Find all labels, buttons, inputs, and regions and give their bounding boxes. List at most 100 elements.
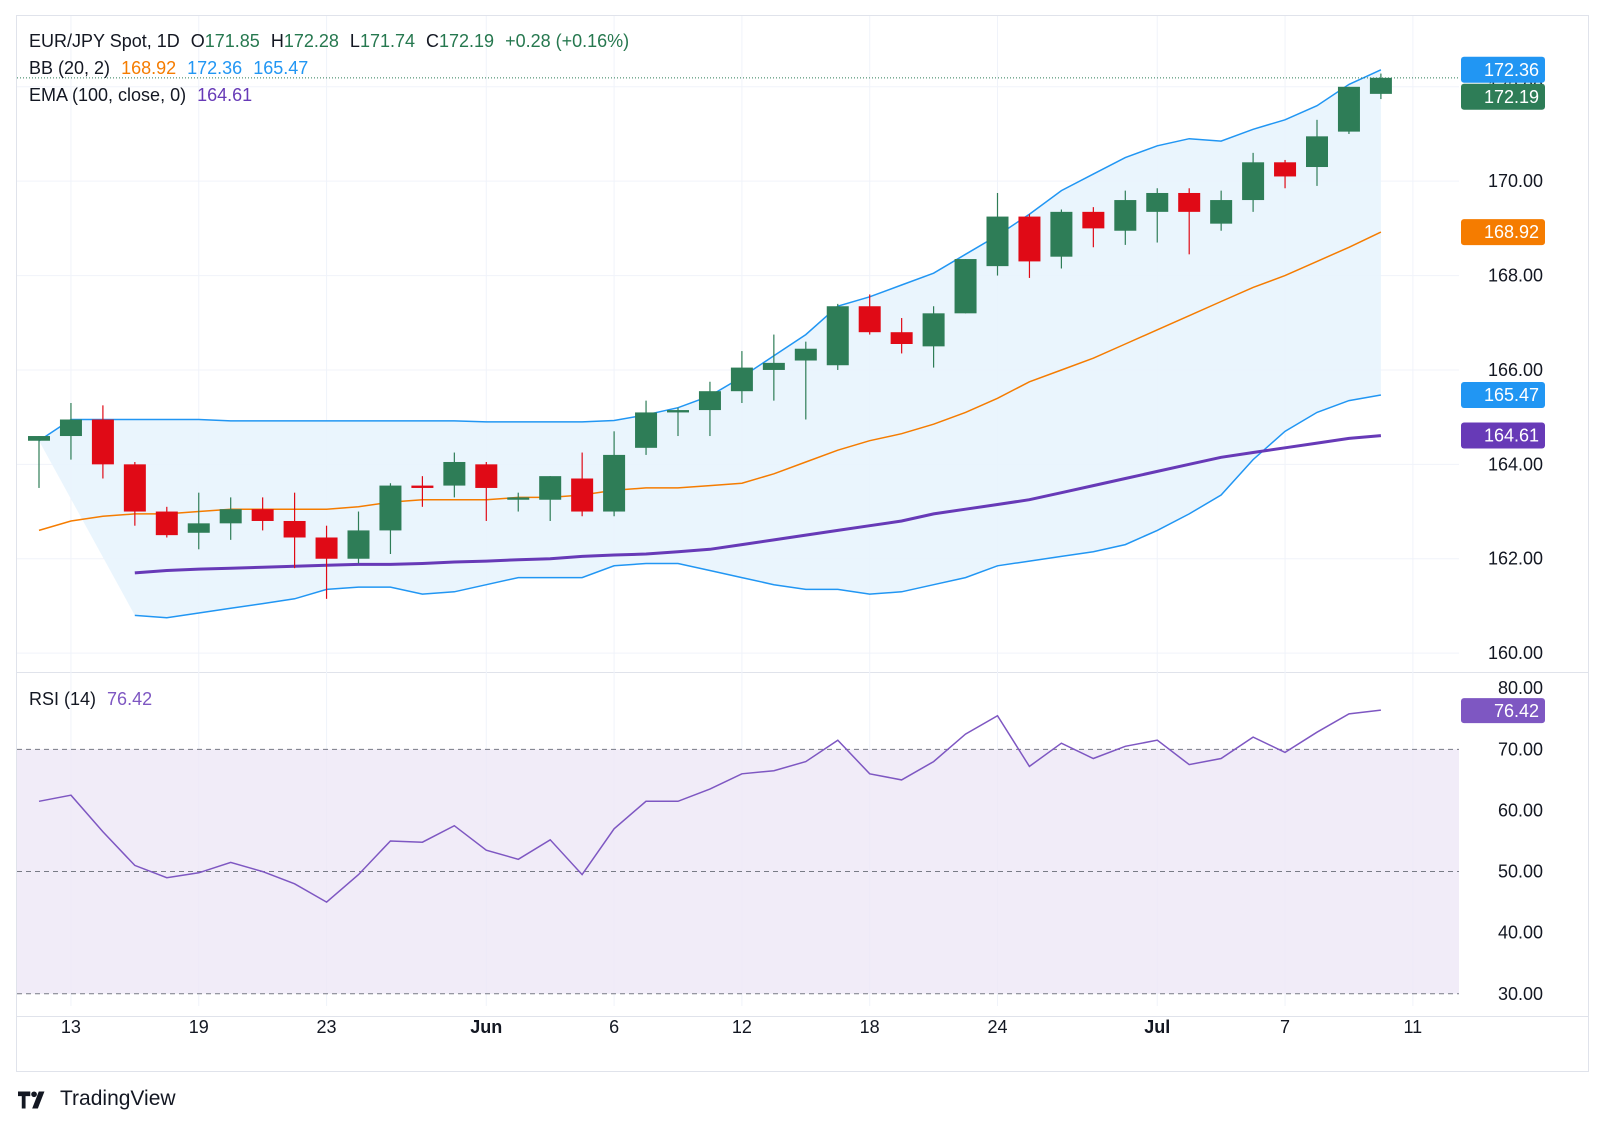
time-axis-label: 23 bbox=[317, 1017, 337, 1037]
price-tick-label: 166.00 bbox=[1488, 360, 1543, 380]
candle-body bbox=[1274, 162, 1297, 177]
candle-body bbox=[826, 306, 849, 366]
time-axis-label: 24 bbox=[987, 1017, 1007, 1037]
ohlc-high: H172.28 bbox=[271, 31, 339, 51]
candle-body bbox=[475, 464, 498, 488]
price-tick-label: 170.00 bbox=[1488, 171, 1543, 191]
price-badge-label: 168.92 bbox=[1484, 222, 1539, 242]
time-axis-label: 19 bbox=[189, 1017, 209, 1037]
price-badge bbox=[1461, 381, 1545, 408]
low-label: L bbox=[349, 31, 360, 51]
rsi-tick-label: 80.00 bbox=[1498, 678, 1543, 698]
brand-name: TradingView bbox=[60, 1087, 176, 1110]
candle-body bbox=[730, 367, 753, 392]
price-tick-label: 168.00 bbox=[1488, 266, 1543, 286]
candle-body bbox=[123, 464, 146, 512]
rsi-tick-label: 30.00 bbox=[1498, 984, 1543, 1004]
rsi-tick-label: 60.00 bbox=[1498, 800, 1543, 820]
ohlc-close: C172.19 bbox=[426, 31, 494, 51]
candle-body bbox=[347, 530, 370, 559]
pane-separator bbox=[17, 672, 1588, 673]
bb-label: BB (20, 2) bbox=[29, 58, 111, 78]
ohlc-low: L171.74 bbox=[350, 31, 415, 51]
candle-body bbox=[379, 485, 402, 531]
chart-frame: 172.00170.00168.00166.00164.00162.00160.… bbox=[16, 15, 1589, 1072]
candle-body bbox=[986, 216, 1009, 267]
tradingview-logo-icon bbox=[18, 1091, 45, 1109]
high-label: H bbox=[270, 31, 284, 51]
ema-value: 164.61 bbox=[197, 85, 253, 105]
time-axis-label: Jun bbox=[470, 1017, 502, 1037]
ema-line bbox=[134, 434, 1382, 575]
rsi-label: RSI (14) bbox=[29, 689, 97, 709]
price-badge bbox=[1461, 83, 1545, 110]
candle-body bbox=[1337, 86, 1360, 132]
rsi-badge-label: 76.42 bbox=[1494, 701, 1539, 721]
rsi-tick-label: 70.00 bbox=[1498, 739, 1543, 759]
bb-lower-value: 165.47 bbox=[253, 58, 309, 78]
candle-body bbox=[954, 259, 977, 314]
price-tick-label: 164.00 bbox=[1488, 454, 1543, 474]
candle-body bbox=[1369, 77, 1392, 94]
tradingview-brand[interactable]: TradingView bbox=[18, 1087, 176, 1111]
candle-body bbox=[858, 306, 881, 333]
rsi-tick-label: 50.00 bbox=[1498, 862, 1543, 882]
bb-fill-area bbox=[39, 69, 1381, 618]
price-badge-label: 172.19 bbox=[1484, 87, 1539, 107]
price-badge-label: 165.47 bbox=[1484, 385, 1539, 405]
candle-body bbox=[443, 461, 466, 486]
candle-body bbox=[922, 313, 945, 347]
candle-body bbox=[59, 419, 82, 437]
rsi-tick-label: 40.00 bbox=[1498, 923, 1543, 943]
candle-body bbox=[1050, 211, 1073, 257]
price-tick-label: 160.00 bbox=[1488, 643, 1543, 663]
legend-ema-row: EMA (100, close, 0) 164.61 bbox=[29, 85, 258, 106]
candle-body bbox=[91, 419, 114, 465]
chart-svg[interactable]: 172.00170.00168.00166.00164.00162.00160.… bbox=[17, 16, 1588, 1071]
rsi-value: 76.42 bbox=[107, 689, 153, 709]
candle-body bbox=[1082, 211, 1105, 229]
candle-body bbox=[667, 410, 689, 413]
candle-body bbox=[315, 537, 338, 559]
legend-bb-row: BB (20, 2) 168.92 172.36 165.47 bbox=[29, 58, 314, 79]
candle-body bbox=[698, 391, 721, 411]
price-badge bbox=[1461, 219, 1545, 246]
low-value: 171.74 bbox=[359, 31, 415, 51]
time-axis-label: 18 bbox=[860, 1017, 880, 1037]
candle-body bbox=[794, 348, 817, 361]
candle-body bbox=[251, 509, 274, 521]
legend-symbol-row: EUR/JPY Spot, 1D O171.85 H172.28 L171.74… bbox=[29, 31, 635, 52]
candle-body bbox=[635, 412, 658, 448]
candle-body bbox=[219, 509, 242, 524]
candle-body bbox=[1018, 216, 1041, 262]
candle-body bbox=[1210, 200, 1233, 224]
time-axis-label: 7 bbox=[1280, 1017, 1290, 1037]
candle-body bbox=[1146, 192, 1169, 212]
time-axis-label: 6 bbox=[609, 1017, 619, 1037]
close-label: C bbox=[426, 31, 440, 51]
price-badge-label: 164.61 bbox=[1484, 426, 1539, 446]
candle-body bbox=[539, 476, 562, 500]
time-axis-separator bbox=[17, 1016, 1588, 1017]
candle-body bbox=[28, 436, 50, 441]
symbol-label: EUR/JPY Spot, 1D bbox=[29, 31, 180, 51]
open-label: O bbox=[190, 31, 205, 51]
rsi-line bbox=[38, 709, 1381, 904]
change-value: +0.28 (+0.16%) bbox=[505, 31, 630, 51]
candle-body bbox=[1242, 162, 1265, 201]
price-badge bbox=[1461, 56, 1545, 83]
time-axis-label: Jul bbox=[1144, 1017, 1170, 1037]
candle-body bbox=[411, 485, 434, 488]
ema-label: EMA (100, close, 0) bbox=[29, 85, 187, 105]
open-value: 171.85 bbox=[204, 31, 260, 51]
candle-body bbox=[1306, 136, 1328, 168]
price-tick-label: 162.00 bbox=[1488, 549, 1543, 569]
close-value: 172.19 bbox=[439, 31, 495, 51]
time-axis-label: 12 bbox=[732, 1017, 752, 1037]
price-badge-label: 172.36 bbox=[1484, 60, 1539, 80]
candle-body bbox=[890, 332, 913, 344]
candle-body bbox=[571, 478, 594, 512]
bb-middle-value: 168.92 bbox=[121, 58, 177, 78]
candle-body bbox=[507, 497, 530, 500]
candle-body bbox=[1114, 200, 1137, 231]
